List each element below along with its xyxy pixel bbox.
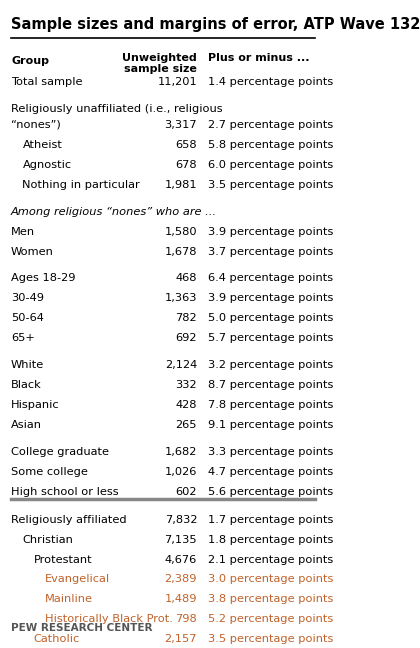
Text: 3.8 percentage points: 3.8 percentage points [208, 594, 334, 605]
Text: 30-49: 30-49 [11, 294, 44, 303]
Text: Group: Group [11, 56, 49, 66]
Text: 5.2 percentage points: 5.2 percentage points [208, 614, 334, 625]
Text: 3.2 percentage points: 3.2 percentage points [208, 360, 334, 370]
Text: Religiously unaffiliated (i.e., religious: Religiously unaffiliated (i.e., religiou… [11, 104, 223, 113]
Text: Asian: Asian [11, 420, 42, 430]
Text: Mainline: Mainline [45, 594, 93, 605]
Text: 468: 468 [176, 273, 197, 283]
Text: 2,389: 2,389 [165, 575, 197, 584]
Text: 5.6 percentage points: 5.6 percentage points [208, 487, 334, 497]
Text: Historically Black Prot.: Historically Black Prot. [45, 614, 173, 625]
Text: 1,682: 1,682 [165, 447, 197, 457]
Text: 1,363: 1,363 [165, 294, 197, 303]
Text: Evangelical: Evangelical [45, 575, 110, 584]
Text: 4.7 percentage points: 4.7 percentage points [208, 467, 334, 477]
Text: 1,678: 1,678 [165, 246, 197, 257]
Text: Women: Women [11, 246, 54, 257]
Text: 7,832: 7,832 [165, 515, 197, 525]
Text: 1.7 percentage points: 1.7 percentage points [208, 515, 334, 525]
Text: Men: Men [11, 227, 35, 237]
Text: Sample sizes and margins of error, ATP Wave 132: Sample sizes and margins of error, ATP W… [11, 17, 420, 32]
Text: 658: 658 [176, 140, 197, 150]
Text: Christian: Christian [22, 535, 74, 544]
Text: Catholic: Catholic [34, 634, 80, 644]
Text: 3.9 percentage points: 3.9 percentage points [208, 294, 334, 303]
Text: 6.0 percentage points: 6.0 percentage points [208, 160, 334, 170]
Text: Black: Black [11, 380, 42, 390]
Text: 678: 678 [176, 160, 197, 170]
Text: 1,026: 1,026 [165, 467, 197, 477]
Text: 11,201: 11,201 [158, 76, 197, 87]
Text: 3.7 percentage points: 3.7 percentage points [208, 246, 334, 257]
Text: High school or less: High school or less [11, 487, 119, 497]
Text: Hispanic: Hispanic [11, 400, 60, 410]
Text: 7.8 percentage points: 7.8 percentage points [208, 400, 334, 410]
Text: 3.5 percentage points: 3.5 percentage points [208, 179, 334, 190]
Text: 6.4 percentage points: 6.4 percentage points [208, 273, 333, 283]
Text: Total sample: Total sample [11, 76, 83, 87]
Text: 5.7 percentage points: 5.7 percentage points [208, 333, 334, 343]
Text: 332: 332 [176, 380, 197, 390]
Text: 8.7 percentage points: 8.7 percentage points [208, 380, 334, 390]
Text: 782: 782 [176, 313, 197, 323]
Text: 602: 602 [176, 487, 197, 497]
Text: 1,981: 1,981 [165, 179, 197, 190]
Text: 1.4 percentage points: 1.4 percentage points [208, 76, 334, 87]
Text: 5.0 percentage points: 5.0 percentage points [208, 313, 334, 323]
Text: 9.1 percentage points: 9.1 percentage points [208, 420, 334, 430]
Text: Agnostic: Agnostic [22, 160, 71, 170]
Text: 5.8 percentage points: 5.8 percentage points [208, 140, 334, 150]
Text: 3.0 percentage points: 3.0 percentage points [208, 575, 334, 584]
Text: College graduate: College graduate [11, 447, 109, 457]
Text: 7,135: 7,135 [165, 535, 197, 544]
Text: 50-64: 50-64 [11, 313, 44, 323]
Text: “nones”): “nones”) [11, 120, 61, 130]
Text: Plus or minus ...: Plus or minus ... [208, 53, 310, 63]
Text: 3.9 percentage points: 3.9 percentage points [208, 227, 334, 237]
Text: 2,157: 2,157 [165, 634, 197, 644]
Text: PEW RESEARCH CENTER: PEW RESEARCH CENTER [11, 623, 152, 633]
Text: 265: 265 [176, 420, 197, 430]
Text: Unweighted
sample size: Unweighted sample size [122, 53, 197, 75]
Text: 1,489: 1,489 [165, 594, 197, 605]
Text: 2,124: 2,124 [165, 360, 197, 370]
Text: 2.1 percentage points: 2.1 percentage points [208, 555, 334, 564]
Text: Religiously affiliated: Religiously affiliated [11, 515, 127, 525]
Text: Some college: Some college [11, 467, 88, 477]
Text: 4,676: 4,676 [165, 555, 197, 564]
Text: 2.7 percentage points: 2.7 percentage points [208, 120, 334, 130]
Text: 3.5 percentage points: 3.5 percentage points [208, 634, 334, 644]
Text: 65+: 65+ [11, 333, 35, 343]
Text: White: White [11, 360, 45, 370]
Text: Among religious “nones” who are ...: Among religious “nones” who are ... [11, 207, 217, 216]
Text: 3.3 percentage points: 3.3 percentage points [208, 447, 334, 457]
Text: 798: 798 [176, 614, 197, 625]
Text: Ages 18-29: Ages 18-29 [11, 273, 76, 283]
Text: Atheist: Atheist [22, 140, 62, 150]
Text: 428: 428 [176, 400, 197, 410]
Text: 3,317: 3,317 [165, 120, 197, 130]
Text: Nothing in particular: Nothing in particular [22, 179, 140, 190]
Text: 692: 692 [176, 333, 197, 343]
Text: Protestant: Protestant [34, 555, 92, 564]
Text: 1.8 percentage points: 1.8 percentage points [208, 535, 334, 544]
Text: 1,580: 1,580 [165, 227, 197, 237]
